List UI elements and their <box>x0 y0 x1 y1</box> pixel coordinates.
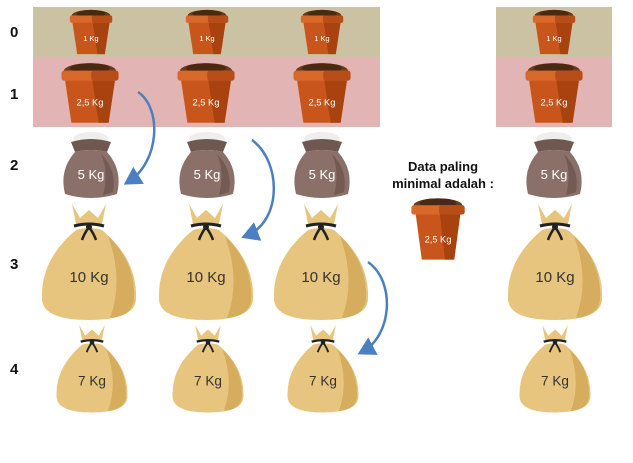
answer-pot-2-5kg: 2,5 Kg <box>409 196 467 262</box>
row-label-1: 1 <box>10 86 19 103</box>
pot-2-5kg: 2,5 Kg <box>59 60 121 126</box>
pot-label: 1 Kg <box>546 34 561 43</box>
pot-label: 2,5 Kg <box>309 97 336 107</box>
pot-2-5kg: 2,5 Kg <box>291 60 353 126</box>
pot-label: 2,5 Kg <box>77 97 104 107</box>
sack-5kg: 5 Kg <box>520 130 588 200</box>
pot-1kg: 1 Kg <box>184 8 230 56</box>
sack-label: 5 Kg <box>309 167 336 182</box>
bag-label: 7 Kg <box>309 373 337 388</box>
pot-2-5kg: 2,5 Kg <box>523 60 585 126</box>
arrow-curve <box>123 90 156 185</box>
sack-5kg: 5 Kg <box>57 130 125 200</box>
sack-label: 5 Kg <box>541 167 568 182</box>
bag-label: 7 Kg <box>194 373 222 388</box>
bag-10kg: 10 Kg <box>155 200 257 322</box>
row-label-3: 3 <box>10 256 19 273</box>
row-label-2: 2 <box>10 157 19 174</box>
pot-label: 1 Kg <box>83 34 98 43</box>
row-label-4: 4 <box>10 361 19 378</box>
arrow-curve <box>357 260 389 355</box>
bag-label: 10 Kg <box>186 269 225 286</box>
sack-label: 5 Kg <box>194 167 221 182</box>
note-line-1: Data paling <box>407 159 479 174</box>
sack-5kg: 5 Kg <box>173 130 241 200</box>
pot-label: 2,5 Kg <box>541 97 568 107</box>
bag-10kg: 10 Kg <box>504 200 606 322</box>
pot-1kg: 1 Kg <box>531 8 577 56</box>
pot-2-5kg: 2,5 Kg <box>175 60 237 126</box>
sack-5kg: 5 Kg <box>288 130 356 200</box>
bag-7kg: 7 Kg <box>514 322 596 414</box>
pot-label: 1 Kg <box>314 34 329 43</box>
bag-label: 10 Kg <box>69 269 108 286</box>
pot-label: 2,5 Kg <box>193 97 220 107</box>
answer-pot-label: 2,5 Kg <box>425 234 452 244</box>
bag-7kg: 7 Kg <box>167 322 249 414</box>
bag-7kg: 7 Kg <box>51 322 133 414</box>
bag-10kg: 10 Kg <box>38 200 140 322</box>
sack-label: 5 Kg <box>78 167 105 182</box>
pot-label: 1 Kg <box>199 34 214 43</box>
pot-1kg: 1 Kg <box>68 8 114 56</box>
bag-7kg: 7 Kg <box>282 322 364 414</box>
row-label-0: 0 <box>10 24 19 41</box>
note-line-2: minimal adalah : <box>392 176 494 191</box>
bag-label: 7 Kg <box>541 373 569 388</box>
bag-label: 7 Kg <box>78 373 106 388</box>
bag-label: 10 Kg <box>535 269 574 286</box>
bag-10kg: 10 Kg <box>270 200 372 322</box>
pot-1kg: 1 Kg <box>299 8 345 56</box>
minimum-data-note: Data paling minimal adalah : <box>383 158 503 192</box>
arrow-curve <box>241 138 275 241</box>
bag-label: 10 Kg <box>301 269 340 286</box>
